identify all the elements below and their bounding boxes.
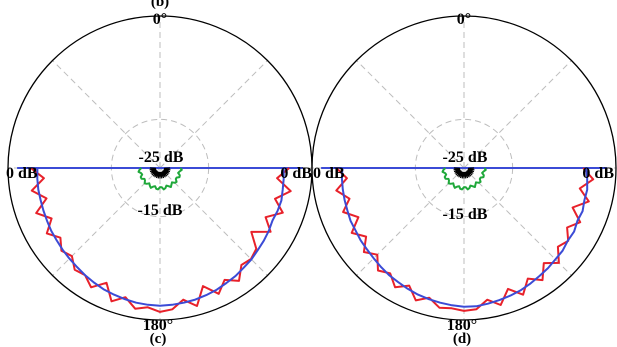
grid-spoke-d <box>356 60 465 169</box>
radial-label-inner-d: -25 dB <box>443 149 488 166</box>
panel-label-d: (d) <box>453 331 471 347</box>
grid-spoke-c <box>159 167 268 276</box>
radial-label-inner-c: -25 dB <box>139 149 184 166</box>
grid-spoke-c <box>52 167 161 276</box>
polar-panel-d: 0° 180° (d) 0 dB 0 dB -25 dB -15 dB <box>311 11 617 347</box>
radial-label-mid-d: -15 dB <box>443 206 488 223</box>
grid-spoke-d <box>463 60 572 169</box>
traces-d <box>321 167 607 312</box>
radial-label-mid-c: -15 dB <box>138 202 183 219</box>
blue-trace-d <box>340 167 589 308</box>
black-trace-d <box>453 167 475 179</box>
panel-label-c: (c) <box>150 331 167 347</box>
angle-label-bottom-d: 180° <box>447 317 477 334</box>
traces-c <box>17 167 303 313</box>
grid-spoke-c <box>52 60 161 169</box>
grid-spoke-d <box>463 167 572 276</box>
polar-panel-c: 0° 180° (c) 0 dB 0 dB -25 dB -15 dB <box>6 11 313 347</box>
angle-label-top-d: 0° <box>457 11 471 28</box>
radial-label-outer-right-d: 0 dB <box>582 165 614 182</box>
grid-spoke-c <box>159 60 268 169</box>
red-trace-c <box>30 167 292 313</box>
radial-label-outer-right-c: 0 dB <box>280 165 312 182</box>
blue-trace-c <box>36 167 285 307</box>
angle-label-bottom-c: 180° <box>143 317 173 334</box>
radial-label-outer-left-c: 0 dB <box>6 165 38 182</box>
grid-spoke-d <box>356 167 465 276</box>
angle-label-top-c: 0° <box>153 11 167 28</box>
figure-top-label: (b) <box>151 0 169 10</box>
outer-ring-d <box>311 15 617 321</box>
red-trace-d <box>335 167 595 312</box>
black-trace-c <box>149 167 171 179</box>
green-trace-c <box>137 167 183 191</box>
green-trace-d <box>441 167 487 191</box>
radial-label-outer-left-d: 0 dB <box>313 165 345 182</box>
